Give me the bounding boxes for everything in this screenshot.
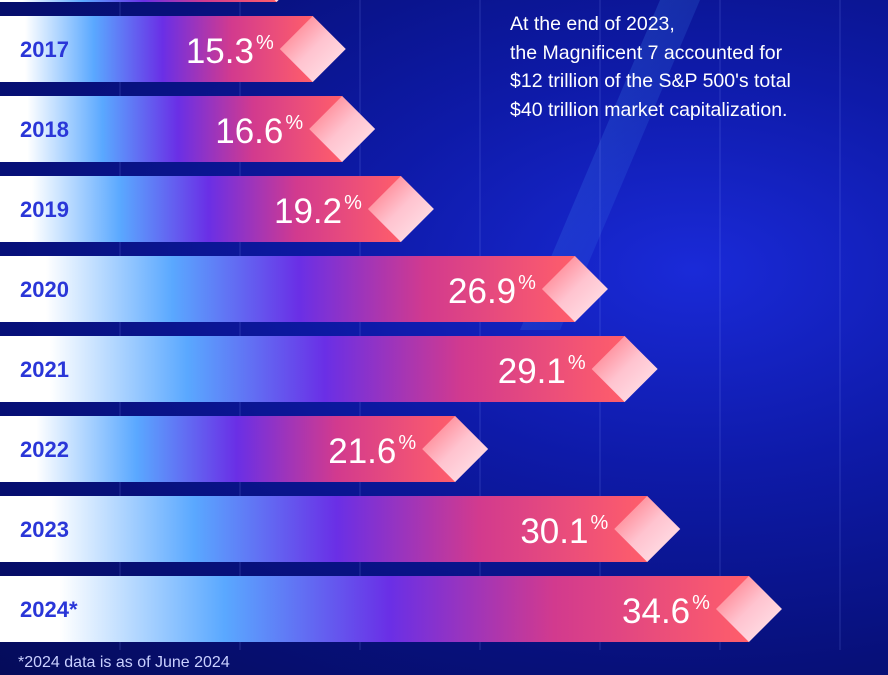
- value-label: 34.6%: [622, 592, 710, 631]
- bar: [0, 336, 625, 402]
- bar-diamond: [274, 0, 279, 2]
- value-label: 16.6%: [215, 112, 303, 151]
- bar: [0, 0, 277, 2]
- bar-diamond: [367, 176, 434, 242]
- annotation-line: the Magnificent 7 accounted for: [510, 41, 783, 64]
- bar-diamond: [715, 576, 782, 642]
- bar: [0, 176, 401, 242]
- annotation-line: At the end of 2023,: [510, 13, 675, 35]
- bar-diamond: [591, 336, 658, 402]
- light-beam: [520, 0, 700, 330]
- bar-group: [0, 0, 279, 2]
- bar-diamond: [541, 256, 608, 322]
- bar-diamond: [279, 16, 346, 82]
- bars-layer: 2017 15.3 % 2018 16.6 % 2019 19.2 % 2020 26.9 % 2021…: [0, 0, 782, 642]
- value-label: 26.9%: [448, 272, 536, 311]
- bar-group: 2023 30.1%: [0, 496, 681, 562]
- bar-group: 2021 29.1%: [0, 336, 658, 402]
- annotation-line: $40 trillion market capitalization.: [510, 98, 788, 121]
- bar-group: 2018 16.6%: [0, 96, 376, 162]
- value-label: 29.1%: [498, 352, 586, 391]
- bar-diamond: [422, 416, 489, 482]
- value-label: 30.1%: [520, 512, 608, 551]
- value-label: 21.6%: [328, 432, 416, 471]
- bar-group: 2019 19.2%: [0, 176, 434, 242]
- annotation-text: At the end of 2023, the Magnificent 7 ac…: [510, 10, 870, 124]
- category-label: 2024*: [20, 597, 78, 622]
- bar-diamond: [309, 96, 376, 162]
- bar-group: 2022 21.6%: [0, 416, 489, 482]
- value-label: 19.2%: [274, 192, 362, 231]
- bar: [0, 576, 749, 642]
- bar: [0, 96, 343, 162]
- category-label: 2017: [20, 37, 69, 62]
- bar-group: 2020 26.9%: [0, 256, 608, 322]
- category-label: 2018: [20, 117, 69, 142]
- bar-group: 2024* 34.6%: [0, 576, 782, 642]
- bar-diamond: [614, 496, 681, 562]
- annotation-line: $12 trillion of the S&P 500's total: [510, 70, 791, 92]
- bar: [0, 256, 575, 322]
- footnote: *2024 data is as of June 2024: [18, 654, 230, 671]
- category-label: 2023: [20, 517, 69, 542]
- bar: [0, 16, 313, 82]
- bar-group: 2017 15.3%: [0, 16, 346, 82]
- bar: [0, 416, 456, 482]
- bar: [0, 496, 648, 562]
- value-label: 15.3%: [186, 32, 274, 71]
- category-label: 2019: [20, 197, 69, 222]
- category-label: 2022: [20, 437, 69, 462]
- category-label: 2021: [20, 357, 69, 382]
- category-label: 2020: [20, 277, 69, 302]
